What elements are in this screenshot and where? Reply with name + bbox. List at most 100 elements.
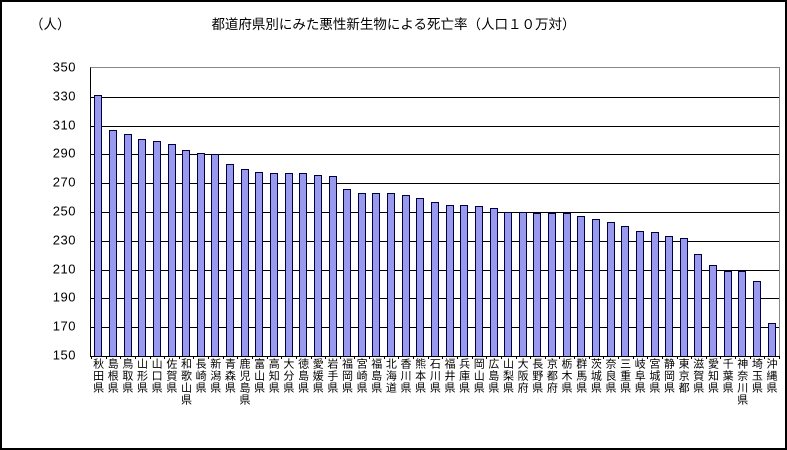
- bar-岩手県: [328, 176, 337, 356]
- gridline: [91, 183, 779, 185]
- bar-東京都: [679, 237, 688, 356]
- x-axis-tick: [720, 356, 722, 359]
- x-category-label: 群馬県: [574, 358, 587, 394]
- bar-宮崎県: [357, 193, 366, 356]
- bar-千葉県: [723, 271, 732, 356]
- y-tick-label: 350: [52, 59, 76, 75]
- chart-title: 都道府県別にみた悪性新生物による死亡率（人口１０万対）: [211, 17, 576, 32]
- x-axis-tick: [559, 356, 561, 359]
- bar-青森県: [226, 164, 235, 356]
- x-category-label: 神奈川県: [735, 358, 748, 406]
- x-category-label: 宮崎県: [355, 358, 368, 394]
- x-category-label: 鹿児島県: [238, 358, 251, 406]
- bar-福岡県: [343, 188, 352, 356]
- y-tick-label: 190: [52, 289, 76, 305]
- x-category-label: 山梨県: [501, 358, 514, 394]
- x-axis-tick: [310, 356, 312, 359]
- x-category-label: 島根県: [106, 358, 119, 394]
- x-category-label: 岩手県: [325, 358, 338, 394]
- x-axis-tick: [764, 356, 766, 359]
- x-axis-tick: [530, 356, 532, 359]
- x-axis-tick: [442, 356, 444, 359]
- x-category-label: 京都府: [545, 358, 558, 394]
- x-category-label: 秋田県: [91, 358, 104, 394]
- x-axis-tick: [735, 356, 737, 359]
- y-tick-label: 310: [52, 117, 76, 133]
- x-category-label: 福島県: [369, 358, 382, 394]
- x-category-label: 奈良県: [603, 358, 616, 394]
- gridline: [91, 154, 779, 156]
- x-axis-tick: [413, 356, 415, 359]
- x-category-label: 東京都: [677, 358, 690, 394]
- x-axis-tick: [427, 356, 429, 359]
- bar-群馬県: [577, 216, 586, 356]
- y-tick-label: 270: [52, 174, 76, 190]
- x-axis-tick: [617, 356, 619, 359]
- x-category-label: 和歌山県: [179, 358, 192, 406]
- x-axis-tick: [515, 356, 517, 359]
- bar-鹿児島県: [240, 168, 249, 356]
- x-axis-tick: [164, 356, 166, 359]
- bar-神奈川県: [738, 271, 747, 356]
- bar-三重県: [621, 226, 630, 356]
- x-axis-tick: [544, 356, 546, 359]
- x-axis-tick: [383, 356, 385, 359]
- x-axis-tick: [486, 356, 488, 359]
- x-axis-tick: [222, 356, 224, 359]
- gridline: [91, 96, 779, 98]
- x-category-label: 沖縄県: [764, 358, 777, 394]
- x-category-label: 佐賀県: [164, 358, 177, 394]
- x-category-label: 兵庫県: [457, 358, 470, 394]
- x-axis-tick: [354, 356, 356, 359]
- x-axis-tick: [369, 356, 371, 359]
- y-tick-label: 290: [52, 145, 76, 161]
- x-category-label: 静岡県: [662, 358, 675, 394]
- x-category-label: 埼玉県: [750, 358, 763, 394]
- bar-香川県: [401, 194, 410, 356]
- x-category-label: 富山県: [252, 358, 265, 394]
- x-category-label: 愛媛県: [311, 358, 324, 394]
- x-axis-tick: [237, 356, 239, 359]
- y-tick-label: 150: [52, 347, 76, 363]
- y-axis-tick-labels: 350 330 310 290 270 250 230 210 190 170 150: [2, 61, 82, 362]
- x-axis-tick: [91, 356, 92, 359]
- x-axis-tick: [398, 356, 400, 359]
- gridline: [91, 125, 779, 127]
- plot-area: [90, 67, 780, 359]
- bar-山口県: [152, 141, 161, 356]
- bar-新潟県: [211, 154, 220, 356]
- bar-愛知県: [709, 265, 718, 356]
- bar-岡山県: [474, 206, 483, 356]
- x-category-label: 熊本県: [413, 358, 426, 394]
- x-axis-tick: [749, 356, 751, 359]
- x-axis-tick: [661, 356, 663, 359]
- bar-福井県: [445, 204, 454, 356]
- x-axis-tick: [105, 356, 107, 359]
- y-tick-label: 210: [52, 261, 76, 277]
- x-axis-tick: [705, 356, 707, 359]
- x-category-label: 岐阜県: [633, 358, 646, 394]
- x-axis-tick: [339, 356, 341, 359]
- x-category-label: 高知県: [267, 358, 280, 394]
- y-axis-unit-label: （人）: [30, 17, 71, 32]
- x-axis-tick: [588, 356, 590, 359]
- bar-鳥取県: [123, 134, 132, 356]
- x-category-label: 香川県: [399, 358, 412, 394]
- x-axis-tick: [252, 356, 254, 359]
- bar-北海道: [387, 193, 396, 356]
- x-category-label: 徳島県: [296, 358, 309, 394]
- bar-山形県: [138, 138, 147, 356]
- x-axis-tick: [266, 356, 268, 359]
- bar-茨城県: [592, 219, 601, 356]
- x-category-label: 愛知県: [706, 358, 719, 394]
- bar-沖縄県: [767, 322, 776, 356]
- x-category-label: 鳥取県: [120, 358, 133, 394]
- bar-富山県: [255, 171, 264, 356]
- bar-大阪府: [518, 212, 527, 356]
- bar-石川県: [431, 201, 439, 356]
- bar-埼玉県: [753, 281, 762, 356]
- x-axis-tick: [574, 356, 576, 359]
- bar-広島県: [489, 207, 498, 356]
- bar-山梨県: [504, 212, 513, 356]
